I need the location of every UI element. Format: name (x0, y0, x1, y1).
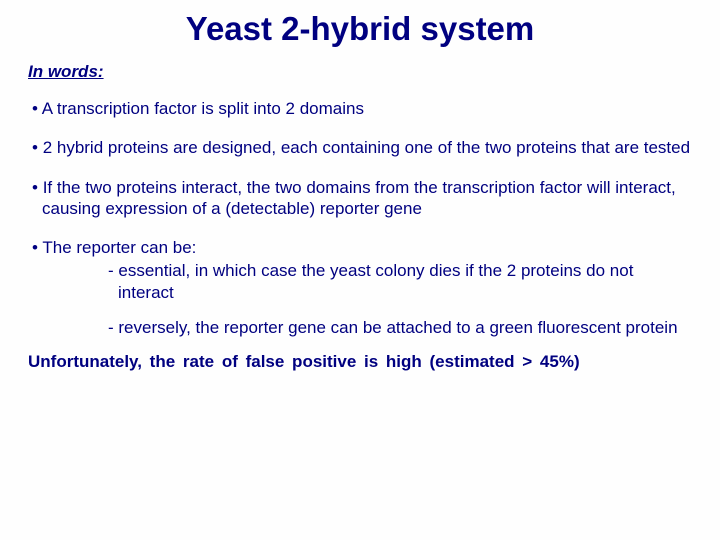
bullet-item: 2 hybrid proteins are designed, each con… (28, 137, 692, 158)
slide-title: Yeast 2-hybrid system (28, 10, 692, 48)
bullet-item: A transcription factor is split into 2 d… (28, 98, 692, 119)
slide: Yeast 2-hybrid system In words: A transc… (0, 0, 720, 540)
sub-bullet-item: essential, in which case the yeast colon… (104, 260, 692, 303)
bullet-item: The reporter can be: (28, 237, 692, 258)
footnote: Unfortunately, the rate of false positiv… (28, 352, 692, 372)
bullet-list: A transcription factor is split into 2 d… (28, 98, 692, 338)
sub-bullet-item: reversely, the reporter gene can be atta… (104, 317, 692, 338)
subheading: In words: (28, 62, 692, 82)
bullet-item: If the two proteins interact, the two do… (28, 177, 692, 220)
